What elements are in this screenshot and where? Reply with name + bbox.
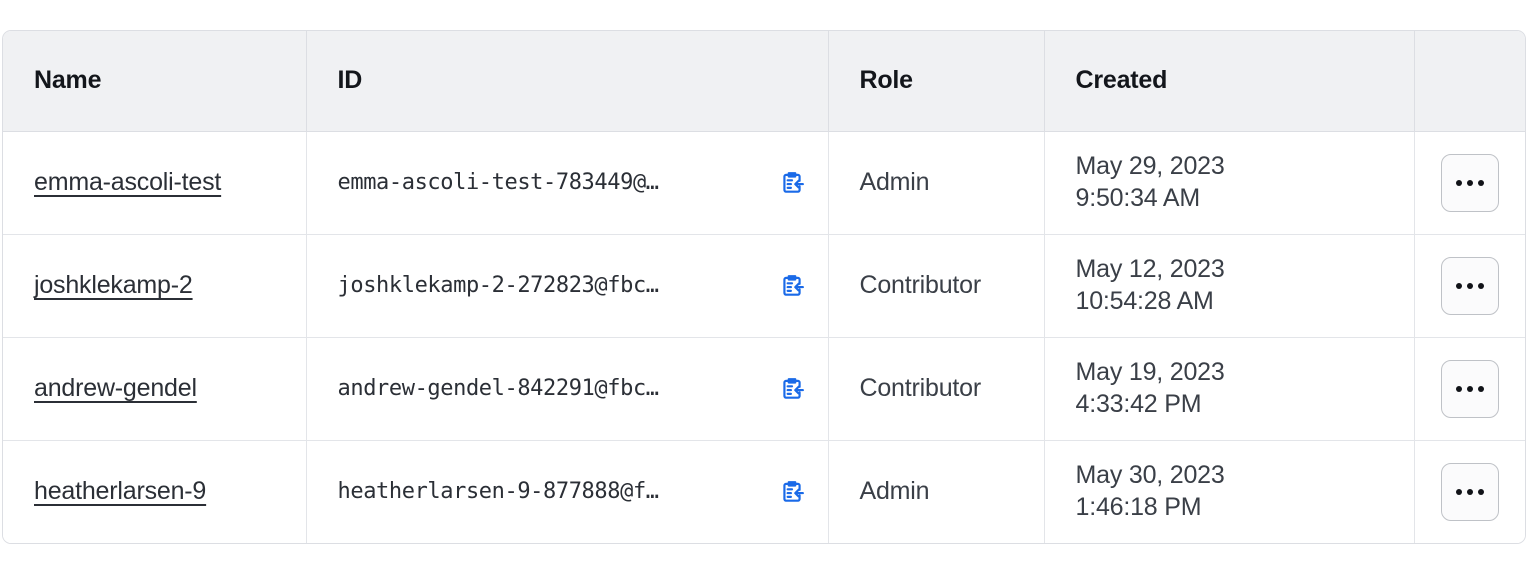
cell-name: joshklekamp-2 xyxy=(3,234,307,338)
kebab-dot xyxy=(1466,179,1473,186)
members-table: Name ID Role Created emma-ascoli-test em… xyxy=(3,31,1525,543)
kebab-dot xyxy=(1477,385,1484,392)
copy-to-clipboard-icon[interactable] xyxy=(778,272,806,300)
member-role: Admin xyxy=(859,168,930,196)
cell-actions xyxy=(1414,131,1525,235)
created-date: May 30, 2023 xyxy=(1075,461,1225,490)
member-name-link[interactable]: andrew-gendel xyxy=(34,374,197,402)
member-name-link[interactable]: heatherlarsen-9 xyxy=(34,477,207,506)
kebab-dot xyxy=(1477,179,1484,186)
created-time: 9:50:34 AM xyxy=(1075,183,1201,212)
table-row: heatherlarsen-9 heatherlarsen-9-877888@f… xyxy=(3,440,1525,543)
member-name-link[interactable]: joshklekamp-2 xyxy=(34,271,193,299)
cell-id: heatherlarsen-9-877888@f… xyxy=(306,440,829,543)
created-date: May 19, 2023 xyxy=(1075,358,1225,386)
member-role: Contributor xyxy=(859,374,982,402)
table-row: joshklekamp-2 joshklekamp-2-272823@fbc… xyxy=(3,234,1525,338)
member-name-link[interactable]: emma-ascoli-test xyxy=(34,168,222,196)
cell-created: May 30, 2023 1:46:18 PM xyxy=(1044,440,1415,543)
kebab-dot xyxy=(1455,385,1462,392)
member-role: Admin xyxy=(859,477,930,506)
column-header-created[interactable]: Created xyxy=(1044,31,1415,132)
cell-actions xyxy=(1414,234,1525,338)
cell-name: heatherlarsen-9 xyxy=(3,440,307,543)
created-timestamp: May 12, 2023 10:54:28 AM xyxy=(1076,254,1414,317)
cell-created: May 29, 2023 9:50:34 AM xyxy=(1044,131,1415,235)
cell-created: May 12, 2023 10:54:28 AM xyxy=(1044,234,1415,338)
created-timestamp: May 30, 2023 1:46:18 PM xyxy=(1076,460,1414,523)
cell-actions xyxy=(1414,440,1525,543)
member-id-text: joshklekamp-2-272823@fbc… xyxy=(337,273,660,298)
members-table-card: Name ID Role Created emma-ascoli-test em… xyxy=(2,30,1526,544)
table-row: emma-ascoli-test emma-ascoli-test-783449… xyxy=(3,131,1525,235)
kebab-dot xyxy=(1466,385,1473,392)
cell-role: Contributor xyxy=(828,337,1045,441)
kebab-dot xyxy=(1455,282,1462,289)
cell-role: Admin xyxy=(828,131,1045,235)
kebab-dot xyxy=(1455,179,1462,186)
member-id-text: heatherlarsen-9-877888@f… xyxy=(337,479,660,505)
id-wrapper: heatherlarsen-9-877888@f… xyxy=(338,478,828,506)
table-row: andrew-gendel andrew-gendel-842291@fbc… xyxy=(3,337,1525,441)
cell-id: andrew-gendel-842291@fbc… xyxy=(306,337,829,441)
row-actions-kebab-menu-icon[interactable] xyxy=(1440,256,1499,315)
id-wrapper: emma-ascoli-test-783449@… xyxy=(338,169,828,197)
column-header-role[interactable]: Role xyxy=(828,31,1045,132)
cell-actions xyxy=(1414,337,1525,441)
kebab-dot xyxy=(1466,488,1473,495)
copy-to-clipboard-icon[interactable] xyxy=(778,375,806,403)
created-timestamp: May 19, 2023 4:33:42 PM xyxy=(1076,357,1414,420)
kebab-dot xyxy=(1466,282,1473,289)
column-header-id[interactable]: ID xyxy=(306,31,829,132)
kebab-dot xyxy=(1455,488,1462,495)
table-header-row: Name ID Role Created xyxy=(3,31,1525,132)
cell-name: andrew-gendel xyxy=(3,337,307,441)
table-header: Name ID Role Created xyxy=(3,31,1525,132)
created-time: 10:54:28 AM xyxy=(1075,286,1214,315)
copy-to-clipboard-icon[interactable] xyxy=(778,478,806,506)
cell-name: emma-ascoli-test xyxy=(3,131,307,235)
created-date: May 12, 2023 xyxy=(1075,255,1225,283)
cell-id: joshklekamp-2-272823@fbc… xyxy=(306,234,829,338)
kebab-dot xyxy=(1477,282,1484,289)
member-id-text: andrew-gendel-842291@fbc… xyxy=(337,376,660,401)
row-actions-kebab-menu-icon[interactable] xyxy=(1440,359,1499,418)
column-header-name[interactable]: Name xyxy=(3,31,307,132)
id-wrapper: andrew-gendel-842291@fbc… xyxy=(338,375,828,403)
table-body: emma-ascoli-test emma-ascoli-test-783449… xyxy=(3,131,1525,543)
created-time: 1:46:18 PM xyxy=(1075,492,1202,521)
cell-id: emma-ascoli-test-783449@… xyxy=(306,131,829,235)
created-time: 4:33:42 PM xyxy=(1075,389,1202,418)
id-wrapper: joshklekamp-2-272823@fbc… xyxy=(338,272,828,300)
created-timestamp: May 29, 2023 9:50:34 AM xyxy=(1076,151,1414,214)
cell-created: May 19, 2023 4:33:42 PM xyxy=(1044,337,1415,441)
member-role: Contributor xyxy=(859,271,982,299)
column-header-actions xyxy=(1414,31,1525,132)
cell-role: Admin xyxy=(828,440,1045,543)
cell-role: Contributor xyxy=(828,234,1045,338)
member-id-text: emma-ascoli-test-783449@… xyxy=(337,170,660,195)
copy-to-clipboard-icon[interactable] xyxy=(778,169,806,197)
kebab-dot xyxy=(1477,488,1484,495)
row-actions-kebab-menu-icon[interactable] xyxy=(1440,462,1499,521)
row-actions-kebab-menu-icon[interactable] xyxy=(1440,153,1499,212)
created-date: May 29, 2023 xyxy=(1075,152,1225,180)
